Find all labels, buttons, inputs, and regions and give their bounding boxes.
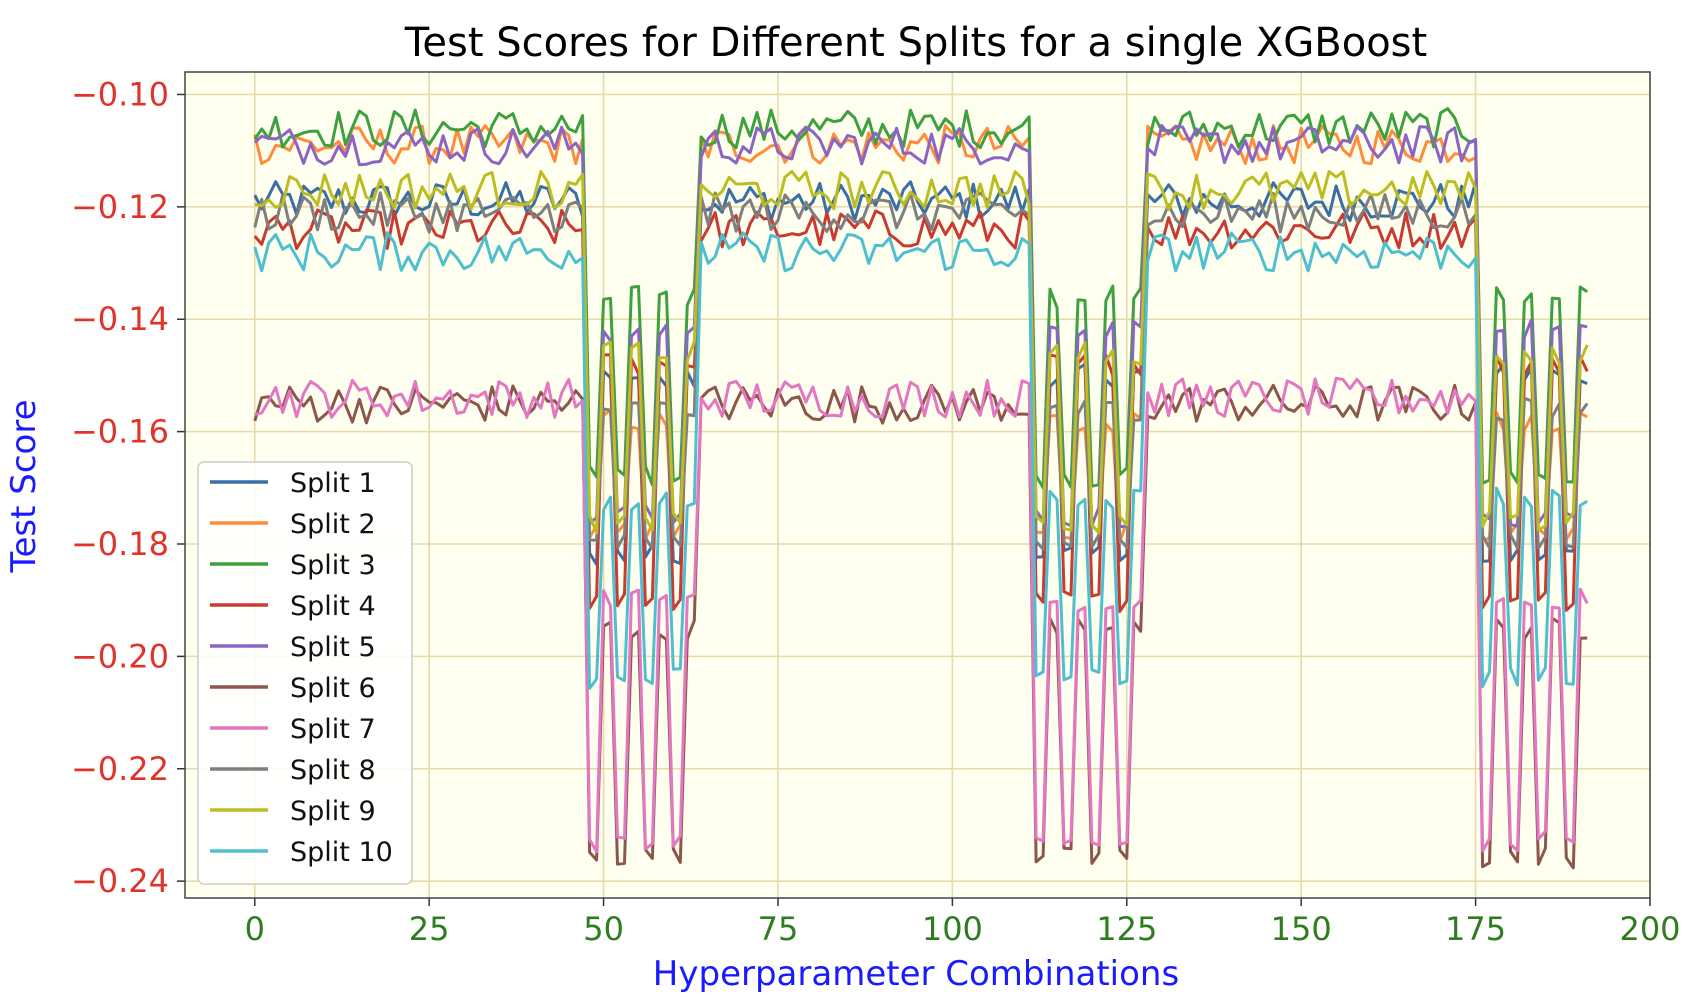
series-line-split-10 [253,231,1588,690]
series-line-split-3 [253,107,1589,490]
x-tick-label: 25 [409,910,450,948]
legend-label: Split 2 [290,509,376,540]
legend-item: Split 9 [210,796,376,827]
legend-item: Split 4 [210,591,376,622]
legend-label: Split 5 [290,632,376,663]
y-tick-label: −0.20 [71,637,169,675]
legend-label: Split 10 [290,837,393,868]
series-line-split-8 [253,191,1589,551]
y-axis-label: Test Score [4,400,44,574]
legend-label: Split 3 [290,550,376,581]
legend-item: Split 1 [210,468,376,499]
x-tick-label: 150 [1271,910,1332,948]
legend-item: Split 10 [210,837,393,868]
x-tick-label: 175 [1445,910,1506,948]
legend-item: Split 2 [210,509,376,540]
x-tick-label: 0 [245,910,265,948]
legend-label: Split 4 [290,591,376,622]
series-line-split-9 [254,170,1589,535]
y-tick-label: −0.14 [71,300,169,338]
x-tick-label: 125 [1096,910,1157,948]
legend-label: Split 8 [290,755,376,786]
y-tick-label: −0.22 [71,750,169,788]
legend-item: Split 7 [210,714,376,745]
legend-item: Split 5 [210,632,376,663]
x-tick-label: 200 [1619,910,1680,948]
x-tick-label: 50 [583,910,624,948]
plot-area: 0 25 50 75 100 125 150 175 200 −0.10 −0.12 −0.14 −0.… [71,71,1681,948]
y-tick-label: −0.12 [71,188,169,226]
series-line-split-2 [253,124,1588,544]
x-axis-label: Hyperparameter Combinations [653,954,1179,994]
legend-box [197,461,413,885]
legend-item: Split 3 [210,550,376,581]
series-line-split-5 [253,124,1588,529]
legend-item: Split 8 [210,755,376,786]
plot-frame [184,71,1651,899]
y-tick-label: −0.24 [71,862,169,900]
legend-label: Split 1 [290,468,376,499]
x-tick-label: 100 [922,910,983,948]
legend-label: Split 9 [290,796,376,827]
y-tick-label: −0.10 [71,75,169,113]
series-line-split-4 [253,208,1589,613]
legend-item: Split 6 [210,673,376,704]
y-tick-label: −0.16 [71,413,169,451]
chart-title: Test Scores for Different Splits for a s… [404,20,1427,66]
legend-label: Split 7 [290,714,376,745]
legend-label: Split 6 [290,673,376,704]
y-tick-label: −0.18 [71,525,169,563]
legend: Split 1 Split 2 Split 3 Split 4 Split 5 Split… [197,461,413,885]
x-tick-label: 75 [758,910,799,948]
series-line-split-7 [254,376,1589,854]
